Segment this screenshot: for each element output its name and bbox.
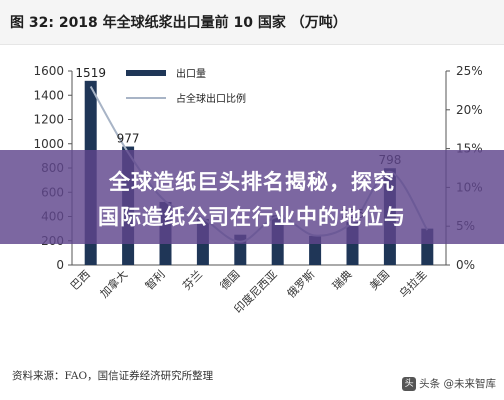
watermark-logo-icon: 头 — [402, 377, 417, 391]
data-label: 977 — [117, 132, 140, 146]
banner-line-1: 全球造纸巨头排名揭秘，探究 — [109, 170, 395, 194]
legend-label-bar: 出口量 — [176, 67, 206, 80]
y-left-tick-label: 1200 — [33, 113, 64, 127]
legend-label-line: 占全球出口比例 — [176, 92, 246, 105]
x-tick-label: 德国 — [217, 267, 242, 292]
x-tick-label: 美国 — [367, 268, 392, 293]
watermark: 头头条 @未来智库 — [402, 376, 496, 391]
y-right-tick-label: 20% — [456, 103, 483, 117]
figure-header: 图 32: 2018 年全球纸浆出口量前 10 国家 （万吨） — [0, 0, 504, 45]
watermark-text: 头条 @未来智库 — [419, 378, 496, 390]
x-tick-label: 乌拉圭 — [396, 267, 429, 300]
figure-title: 图 32: 2018 年全球纸浆出口量前 10 国家 （万吨） — [10, 15, 347, 31]
overlay-banner[interactable]: 全球造纸巨头排名揭秘，探究 国际造纸公司在行业中的地位与 — [0, 150, 504, 244]
source-note: 资料来源：FAO，国信证券经济研究所整理 — [12, 370, 214, 382]
y-left-tick-label: 1400 — [33, 88, 64, 102]
y-right-tick-label: 0% — [456, 258, 475, 272]
legend-swatch-bar — [126, 70, 166, 76]
x-tick-label: 俄罗斯 — [285, 268, 318, 301]
y-left-tick-label: 0 — [56, 258, 64, 272]
x-tick-label: 加拿大 — [97, 267, 130, 300]
x-tick-label: 智利 — [142, 267, 167, 292]
banner-line-2: 国际造纸公司在行业中的地位与 — [98, 205, 406, 229]
y-right-tick-label: 25% — [456, 64, 483, 78]
y-left-tick-label: 1000 — [33, 137, 64, 151]
data-label: 1519 — [75, 66, 106, 80]
x-tick-label: 瑞典 — [329, 267, 354, 292]
x-tick-label: 巴西 — [68, 268, 93, 293]
y-left-tick-label: 1600 — [33, 64, 64, 78]
x-tick-label: 芬兰 — [180, 268, 205, 293]
